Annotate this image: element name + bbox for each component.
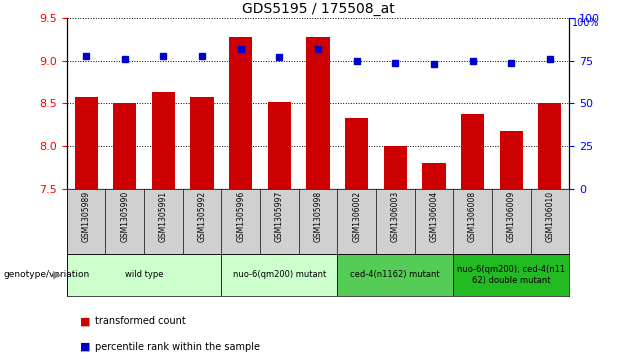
Bar (453, 254, 569, 296)
Bar (268, 102, 291, 189)
Text: percentile rank within the sample: percentile rank within the sample (95, 342, 260, 352)
Bar (307, 37, 329, 189)
Text: GSM1305991: GSM1305991 (159, 191, 168, 242)
Bar (229, 37, 252, 189)
Bar (500, 131, 523, 189)
Text: GSM1305996: GSM1305996 (236, 191, 245, 242)
Bar (422, 163, 446, 189)
Text: 100%: 100% (572, 18, 600, 28)
Text: ▶: ▶ (53, 270, 62, 280)
Text: GSM1305998: GSM1305998 (314, 191, 322, 242)
Text: genotype/variation: genotype/variation (3, 270, 90, 280)
Bar (345, 118, 368, 189)
Text: ced-4(n1162) mutant: ced-4(n1162) mutant (350, 270, 440, 280)
Bar (113, 103, 136, 189)
Bar (337, 254, 453, 296)
Bar (152, 92, 175, 189)
Text: transformed count: transformed count (95, 316, 186, 326)
Text: GSM1305997: GSM1305997 (275, 191, 284, 242)
Bar (74, 97, 98, 189)
Text: ■: ■ (80, 342, 90, 352)
Text: GSM1305989: GSM1305989 (81, 191, 90, 242)
Text: GSM1306009: GSM1306009 (507, 191, 516, 242)
Text: ■: ■ (80, 316, 90, 326)
Bar (538, 103, 562, 189)
Title: GDS5195 / 175508_at: GDS5195 / 175508_at (242, 2, 394, 16)
Text: GSM1306010: GSM1306010 (546, 191, 555, 242)
Bar (67, 254, 221, 296)
Bar (384, 146, 407, 189)
Text: GSM1306004: GSM1306004 (429, 191, 438, 242)
Text: GSM1306008: GSM1306008 (468, 191, 477, 242)
Text: nuo-6(qm200); ced-4(n11
62) double mutant: nuo-6(qm200); ced-4(n11 62) double mutan… (457, 265, 565, 285)
Text: GSM1306002: GSM1306002 (352, 191, 361, 242)
Bar (221, 254, 337, 296)
Text: GSM1306003: GSM1306003 (391, 191, 400, 242)
Text: GSM1305992: GSM1305992 (198, 191, 207, 242)
Text: wild type: wild type (125, 270, 163, 280)
Text: GSM1305990: GSM1305990 (120, 191, 129, 242)
Bar (461, 114, 484, 189)
Text: nuo-6(qm200) mutant: nuo-6(qm200) mutant (233, 270, 326, 280)
Bar (190, 98, 214, 189)
